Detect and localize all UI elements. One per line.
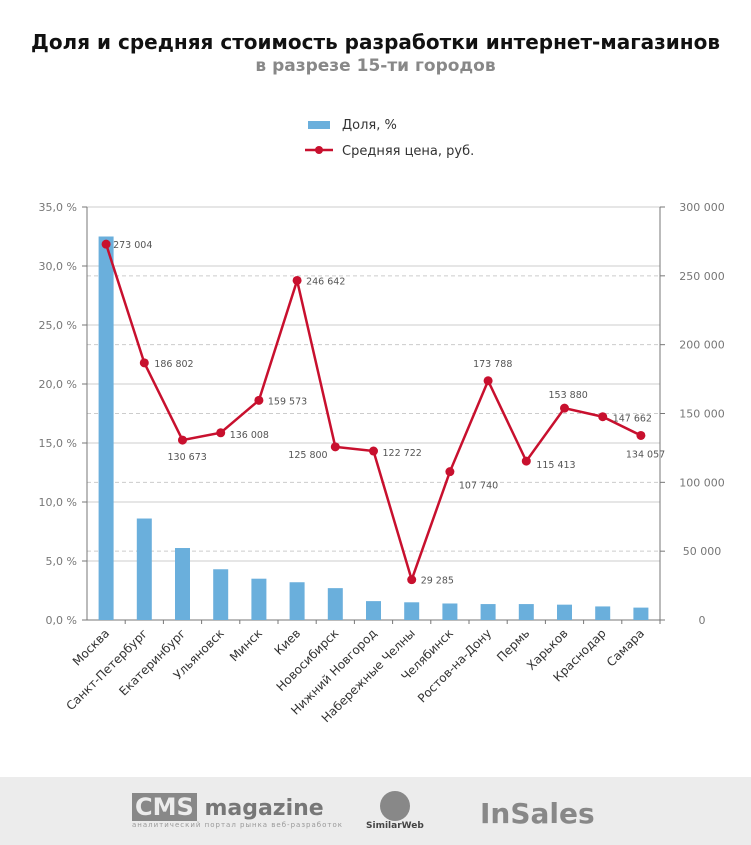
right-tick-label: 300 000 [679,201,725,214]
left-tick-label: 5,0 % [46,555,77,568]
bar [366,601,381,620]
right-tick-label: 250 000 [679,270,725,283]
price-point [178,435,187,445]
right-tick-label: 100 000 [679,476,725,489]
category-label: Минск [227,626,265,664]
bar [213,569,229,620]
bar [404,602,420,620]
legend-bar-swatch [308,121,330,129]
data-label: 159 573 [268,396,307,407]
bar [595,606,611,620]
left-tick-label: 0,0 % [46,614,77,627]
price-point [330,442,340,452]
bar [480,604,496,620]
category-label: Ростов-на-Дону [415,626,494,705]
price-point [407,575,417,585]
price-point [292,275,302,285]
price-point [560,403,569,413]
price-point [521,456,531,466]
price-point [101,239,111,249]
price-point [636,430,646,440]
left-tick-label: 35,0 % [39,201,77,214]
price-point [598,412,608,422]
price-point [483,376,493,386]
legend-line-marker [315,146,323,154]
right-tick-label: 0 [699,614,706,627]
cms-magazine-logo: CMS magazine аналитический портал рынка … [132,793,343,829]
left-tick-label: 25,0 % [39,319,77,332]
chart-title: Доля и средняя стоимость разработки инте… [31,30,720,54]
bar [327,588,343,620]
footer: CMS magazine аналитический портал рынка … [0,777,751,845]
bar [251,578,267,620]
legend-line-label: Средняя цена, руб. [342,144,474,159]
category-label: Пермь [494,626,532,664]
bar [518,604,534,620]
category-label: Самара [604,626,647,669]
insales-logo: InSales [480,797,595,830]
price-point [369,446,378,456]
chart-subtitle: в разрезе 15-ти городов [255,56,496,76]
bar [136,518,152,620]
data-label: 273 004 [113,240,152,251]
data-label: 147 662 [613,414,652,425]
data-label: 173 788 [473,359,512,370]
right-tick-label: 200 000 [679,339,725,352]
category-label: Киев [272,626,304,658]
similarweb-logo: SimilarWeb [366,791,424,831]
data-label: 246 642 [306,276,345,287]
data-label: 136 008 [230,430,269,441]
bar [289,582,305,620]
price-point [445,467,455,477]
data-label: 107 740 [459,481,498,492]
price-point [216,428,226,438]
left-tick-label: 30,0 % [39,260,77,273]
price-point [139,358,149,368]
data-label: 130 673 [168,452,207,463]
left-tick-label: 20,0 % [39,378,77,391]
price-line [104,243,642,584]
data-label: 29 285 [421,576,454,587]
data-label: 122 722 [383,448,422,459]
chart: Доля, % Средняя цена, руб. 0,0 % 5,0 % 10,0 … [39,118,725,725]
data-label: 153 880 [549,390,588,401]
right-tick-label: 50 000 [683,545,722,558]
bar [557,604,572,620]
left-tick-label: 15,0 % [39,437,77,450]
data-label: 186 802 [154,359,193,370]
legend-bar-label: Доля, % [342,118,397,133]
bar [175,548,190,620]
bar [98,236,114,620]
right-tick-label: 150 000 [679,408,725,421]
data-label: 125 800 [288,450,327,461]
category-label: Екатеринбург [116,626,188,698]
price-point [254,395,264,405]
cms-tagline: аналитический портал рынка веб-разработо… [132,821,343,829]
bar [633,607,649,620]
bar [442,603,458,620]
data-label: 134 057 [626,449,665,460]
data-label: 115 413 [536,460,575,471]
left-tick-label: 10,0 % [39,496,77,509]
